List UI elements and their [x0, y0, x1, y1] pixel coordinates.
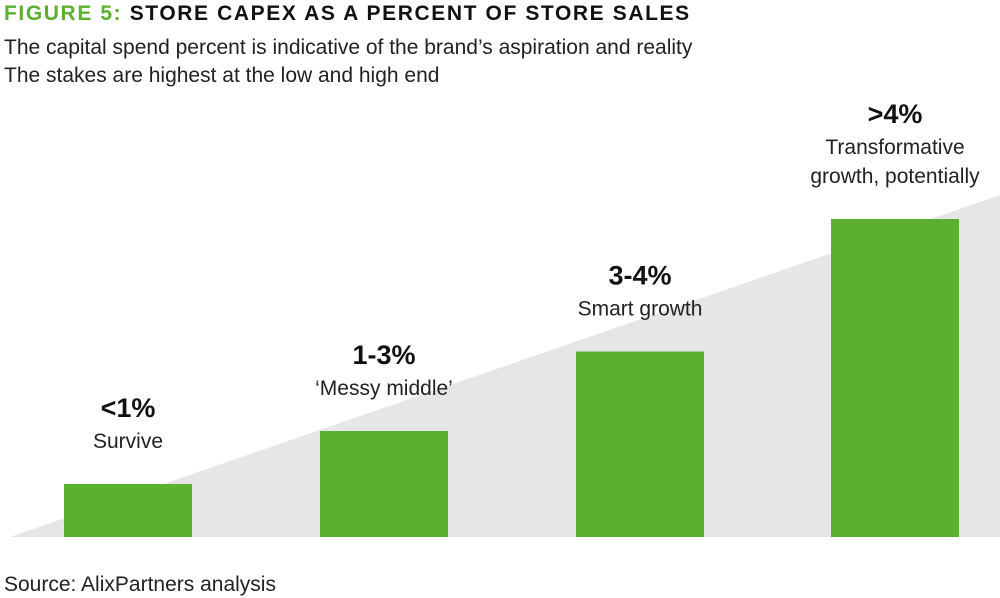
source-note: Source: AlixPartners analysis — [4, 573, 276, 596]
category-label-1: 1-3% — [352, 340, 415, 370]
background-wedge — [10, 195, 1000, 537]
category-description-1: ‘Messy middle’ — [315, 377, 453, 400]
bar-0 — [64, 484, 192, 537]
subtitle-line-1: The capital spend percent is indicative … — [4, 36, 693, 59]
bar-3 — [831, 219, 959, 537]
category-description-3-line-1: growth, potentially — [810, 165, 980, 188]
category-label-3: >4% — [868, 99, 923, 129]
figure-title: FIGURE 5: STORE CAPEX AS A PERCENT OF ST… — [4, 2, 691, 26]
category-description-3-line-0: Transformative — [825, 136, 964, 159]
chart-title: STORE CAPEX AS A PERCENT OF STORE SALES — [129, 2, 691, 25]
subtitle-line-2: The stakes are highest at the low and hi… — [4, 64, 440, 87]
figure-label: FIGURE 5: — [4, 2, 123, 25]
category-label-2: 3-4% — [608, 261, 671, 291]
category-description-0: Survive — [93, 430, 163, 453]
bar-1 — [320, 431, 448, 537]
bar-2 — [576, 351, 704, 537]
category-label-0: <1% — [101, 393, 156, 423]
category-description-2: Smart growth — [578, 298, 703, 321]
